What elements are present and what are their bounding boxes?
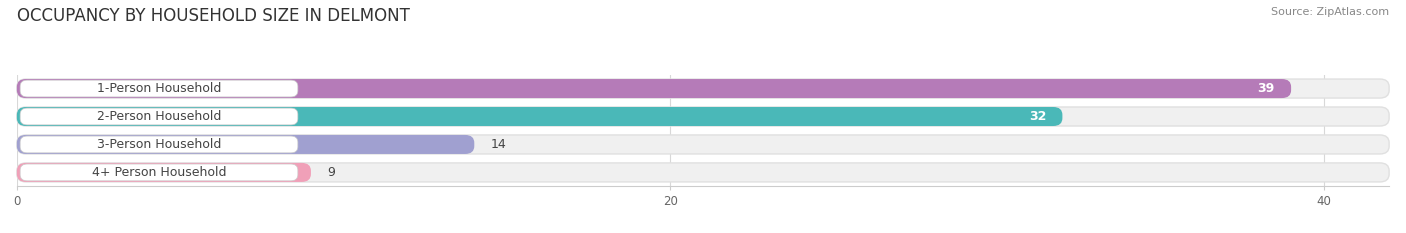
Text: 4+ Person Household: 4+ Person Household [91, 166, 226, 179]
Text: 1-Person Household: 1-Person Household [97, 82, 221, 95]
Text: 14: 14 [491, 138, 506, 151]
Text: 2-Person Household: 2-Person Household [97, 110, 221, 123]
Text: 3-Person Household: 3-Person Household [97, 138, 221, 151]
FancyBboxPatch shape [20, 136, 298, 153]
FancyBboxPatch shape [20, 80, 298, 97]
FancyBboxPatch shape [17, 163, 311, 182]
Text: 39: 39 [1257, 82, 1275, 95]
FancyBboxPatch shape [20, 108, 298, 125]
FancyBboxPatch shape [17, 163, 1389, 182]
FancyBboxPatch shape [17, 107, 1063, 126]
Text: OCCUPANCY BY HOUSEHOLD SIZE IN DELMONT: OCCUPANCY BY HOUSEHOLD SIZE IN DELMONT [17, 7, 409, 25]
FancyBboxPatch shape [17, 79, 1389, 98]
Text: 9: 9 [328, 166, 335, 179]
Text: 32: 32 [1029, 110, 1046, 123]
FancyBboxPatch shape [17, 79, 1291, 98]
FancyBboxPatch shape [17, 135, 1389, 154]
Text: Source: ZipAtlas.com: Source: ZipAtlas.com [1271, 7, 1389, 17]
FancyBboxPatch shape [17, 107, 1389, 126]
FancyBboxPatch shape [20, 164, 298, 181]
FancyBboxPatch shape [17, 135, 474, 154]
